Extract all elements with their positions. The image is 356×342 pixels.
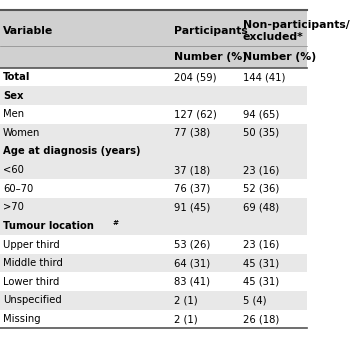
FancyBboxPatch shape	[0, 310, 307, 328]
Text: Men: Men	[3, 109, 24, 119]
Text: Upper third: Upper third	[3, 239, 60, 250]
Text: 37 (18): 37 (18)	[174, 165, 210, 175]
Text: 23 (16): 23 (16)	[243, 165, 279, 175]
Text: 204 (59): 204 (59)	[174, 72, 216, 82]
Text: 83 (41): 83 (41)	[174, 277, 210, 287]
Text: 2 (1): 2 (1)	[174, 295, 197, 305]
FancyBboxPatch shape	[0, 235, 307, 254]
Text: #: #	[112, 220, 118, 226]
Text: 45 (31): 45 (31)	[243, 277, 279, 287]
FancyBboxPatch shape	[0, 46, 307, 68]
Text: <60: <60	[3, 165, 24, 175]
Text: Missing: Missing	[3, 314, 41, 324]
Text: 26 (18): 26 (18)	[243, 314, 279, 324]
Text: Age at diagnosis (years): Age at diagnosis (years)	[3, 146, 141, 157]
FancyBboxPatch shape	[0, 273, 307, 291]
Text: 23 (16): 23 (16)	[243, 239, 279, 250]
Text: Number (%): Number (%)	[243, 52, 316, 62]
Text: 76 (37): 76 (37)	[174, 184, 210, 194]
Text: Sex: Sex	[3, 91, 23, 101]
Text: Number (%): Number (%)	[174, 52, 247, 62]
FancyBboxPatch shape	[0, 254, 307, 273]
FancyBboxPatch shape	[0, 161, 307, 180]
Text: 50 (35): 50 (35)	[243, 128, 279, 138]
FancyBboxPatch shape	[0, 291, 307, 310]
Text: Lower third: Lower third	[3, 277, 59, 287]
Text: 53 (26): 53 (26)	[174, 239, 210, 250]
Text: Unspecified: Unspecified	[3, 295, 62, 305]
Text: Tumour location: Tumour location	[3, 221, 94, 231]
FancyBboxPatch shape	[0, 105, 307, 123]
Text: Non-participants/
excluded*: Non-participants/ excluded*	[243, 20, 350, 42]
Text: 77 (38): 77 (38)	[174, 128, 210, 138]
Text: 144 (41): 144 (41)	[243, 72, 285, 82]
Text: 5 (4): 5 (4)	[243, 295, 266, 305]
Text: Participants: Participants	[174, 26, 247, 36]
Text: Total: Total	[3, 72, 31, 82]
FancyBboxPatch shape	[0, 142, 307, 161]
FancyBboxPatch shape	[0, 198, 307, 216]
Text: Women: Women	[3, 128, 41, 138]
Text: 69 (48): 69 (48)	[243, 202, 279, 212]
Text: Middle third: Middle third	[3, 258, 63, 268]
FancyBboxPatch shape	[0, 10, 307, 46]
Text: 127 (62): 127 (62)	[174, 109, 216, 119]
FancyBboxPatch shape	[0, 216, 307, 235]
Text: 2 (1): 2 (1)	[174, 314, 197, 324]
Text: 94 (65): 94 (65)	[243, 109, 279, 119]
Text: 64 (31): 64 (31)	[174, 258, 210, 268]
Text: 45 (31): 45 (31)	[243, 258, 279, 268]
Text: 91 (45): 91 (45)	[174, 202, 210, 212]
FancyBboxPatch shape	[0, 180, 307, 198]
FancyBboxPatch shape	[0, 68, 307, 86]
Text: Variable: Variable	[3, 26, 53, 36]
Text: 52 (36): 52 (36)	[243, 184, 279, 194]
FancyBboxPatch shape	[0, 86, 307, 105]
Text: >70: >70	[3, 202, 24, 212]
FancyBboxPatch shape	[0, 123, 307, 142]
Text: 60–70: 60–70	[3, 184, 33, 194]
